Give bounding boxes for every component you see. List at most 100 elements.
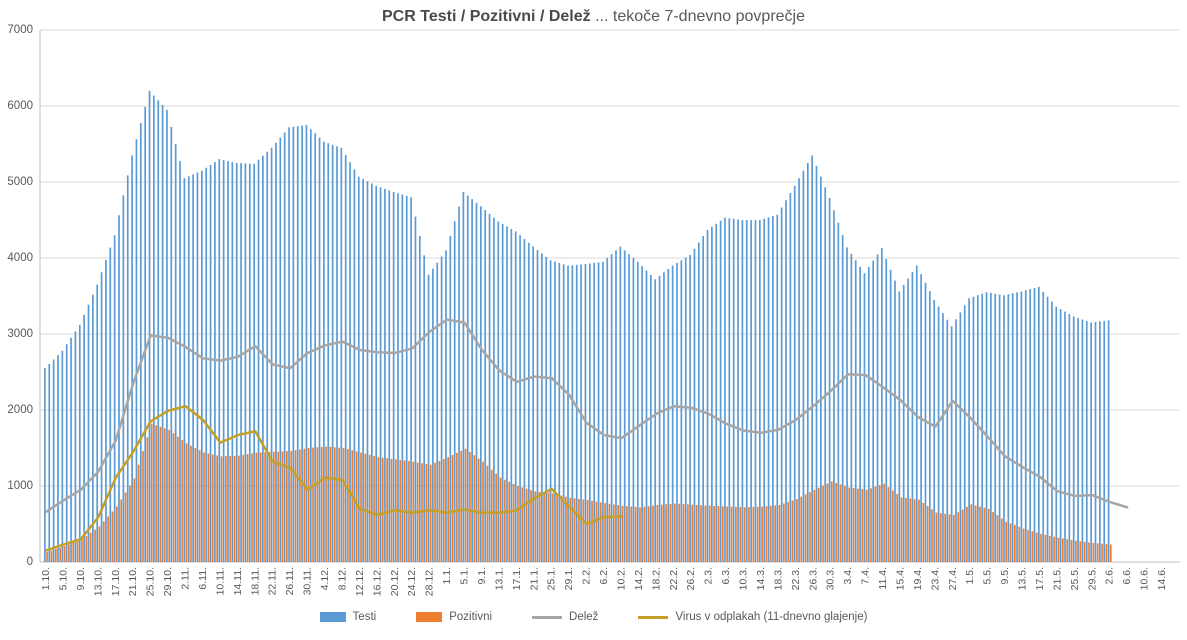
bar xyxy=(597,262,600,562)
bar xyxy=(139,123,142,562)
bar xyxy=(523,239,526,562)
bar xyxy=(811,155,813,562)
x-axis-tick-label: 1.5. xyxy=(964,567,976,585)
bar xyxy=(375,185,378,563)
bar xyxy=(887,487,890,562)
x-axis-tick-label: 13.10. xyxy=(92,567,104,596)
bar xyxy=(458,206,460,562)
bar xyxy=(876,254,879,562)
bar xyxy=(1088,542,1090,562)
bar xyxy=(200,170,203,562)
bar xyxy=(939,513,942,562)
bar xyxy=(1046,296,1049,562)
legend-label-testi: Testi xyxy=(352,611,377,623)
bar xyxy=(525,488,528,562)
bar xyxy=(1059,309,1062,562)
bar xyxy=(497,221,500,562)
x-axis-tick-label: 13.5. xyxy=(1017,567,1029,590)
bar xyxy=(859,266,861,562)
bar xyxy=(800,496,803,562)
bar xyxy=(397,193,399,562)
bar xyxy=(305,125,308,562)
bar xyxy=(48,363,51,562)
x-axis-tick-label: 2.2. xyxy=(581,567,593,585)
bar xyxy=(259,452,262,562)
bar xyxy=(1079,541,1082,562)
bar xyxy=(645,270,648,562)
x-axis-tick-label: 25.5. xyxy=(1069,567,1081,590)
bar xyxy=(1005,521,1008,562)
x-axis-tick-label: 25.10. xyxy=(145,567,157,596)
bar xyxy=(475,202,478,562)
bar xyxy=(756,506,759,562)
bar xyxy=(693,248,696,562)
bar xyxy=(1057,537,1060,562)
bar xyxy=(508,481,511,562)
bar xyxy=(1035,532,1038,562)
bar xyxy=(453,221,456,562)
bar xyxy=(789,193,792,562)
bar xyxy=(885,258,888,562)
bar xyxy=(76,540,79,562)
bar xyxy=(220,456,223,562)
bar xyxy=(473,455,476,562)
bar xyxy=(401,194,404,563)
bar xyxy=(386,458,388,562)
bar xyxy=(144,106,147,562)
bar xyxy=(405,195,408,562)
bar xyxy=(717,506,720,562)
bar xyxy=(778,505,781,562)
bar xyxy=(815,166,818,563)
bar xyxy=(772,216,774,562)
y-axis-tick-label: 4000 xyxy=(7,252,33,264)
bar xyxy=(593,262,596,562)
x-axis-tick-label: 7.4. xyxy=(860,567,872,585)
bar xyxy=(181,440,184,562)
bar xyxy=(514,231,517,562)
bar xyxy=(987,508,990,562)
bar xyxy=(549,260,552,562)
bar xyxy=(787,501,790,562)
bar xyxy=(806,163,809,562)
bar xyxy=(177,436,179,562)
bar xyxy=(907,278,909,562)
bar xyxy=(822,485,824,562)
y-axis-tick-label: 2000 xyxy=(7,404,33,416)
x-axis-tick-label: 9.1. xyxy=(476,567,488,585)
bar xyxy=(647,506,650,562)
bar xyxy=(765,506,768,562)
bar xyxy=(238,455,240,562)
bar xyxy=(279,137,282,563)
bar xyxy=(721,506,724,562)
legend-swatch-delez xyxy=(532,615,563,619)
bar xyxy=(634,506,637,562)
bar xyxy=(299,449,301,562)
bar xyxy=(809,492,811,562)
bar xyxy=(735,506,737,562)
bar xyxy=(172,433,175,562)
bar xyxy=(57,355,59,562)
bar xyxy=(146,437,149,562)
bar xyxy=(695,504,698,562)
bar xyxy=(990,292,992,562)
bar xyxy=(235,163,238,562)
bar xyxy=(697,242,700,563)
bar xyxy=(116,506,118,562)
bar xyxy=(283,132,286,562)
bar xyxy=(1101,543,1103,562)
bar xyxy=(844,486,846,562)
legend-item-pozitivni: Pozitivni xyxy=(416,611,492,623)
bar xyxy=(865,489,868,562)
bar xyxy=(251,453,253,562)
bar xyxy=(327,143,330,563)
bar xyxy=(484,210,487,562)
bar xyxy=(931,509,933,562)
bar xyxy=(839,484,842,562)
x-axis-tick-label: 18.3. xyxy=(772,567,784,590)
bar xyxy=(687,504,689,562)
bar xyxy=(785,200,787,563)
bar xyxy=(950,326,953,562)
bar xyxy=(466,195,469,563)
bar xyxy=(654,279,657,562)
bar xyxy=(527,242,530,563)
